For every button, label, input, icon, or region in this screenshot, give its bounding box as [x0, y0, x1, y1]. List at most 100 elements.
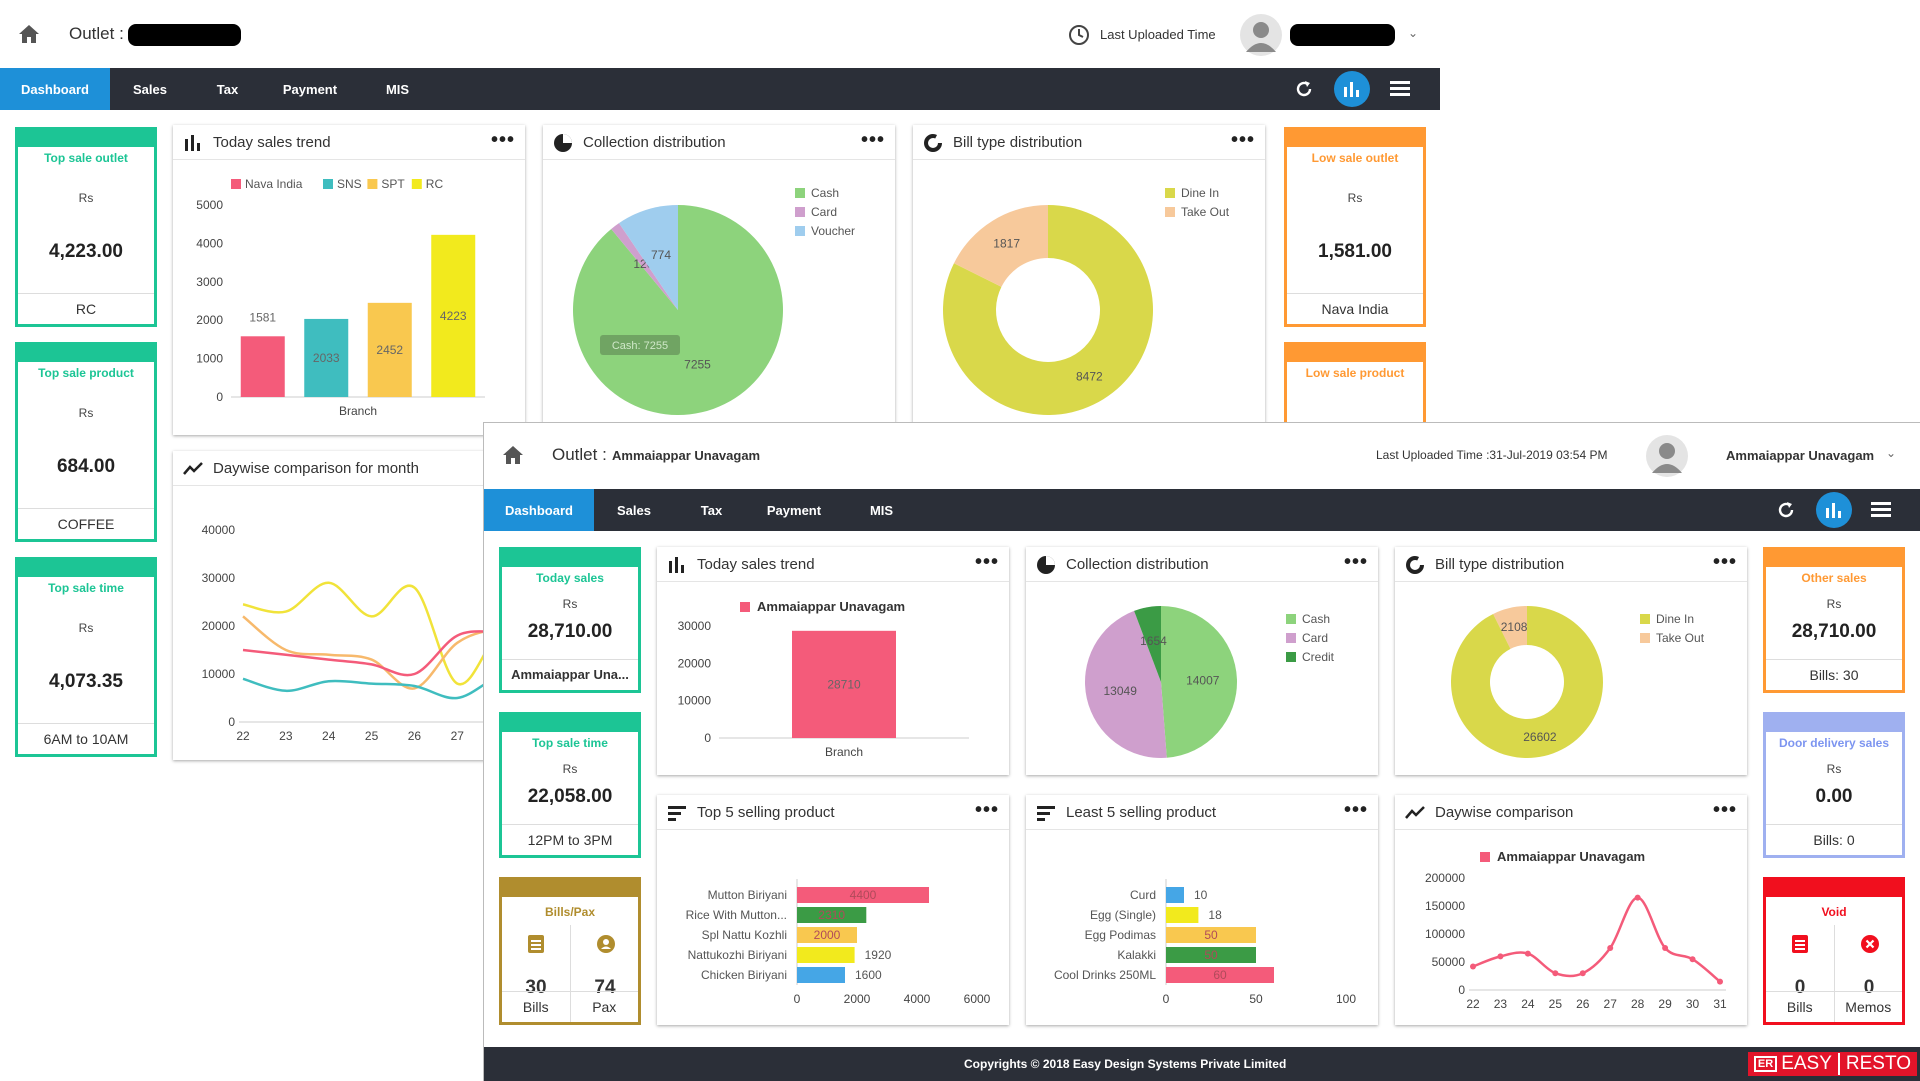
legend-label: Credit — [1302, 650, 1335, 664]
tab-dashboard[interactable]: Dashboard — [484, 489, 594, 531]
tab-tax[interactable]: Tax — [216, 81, 239, 97]
refresh-icon[interactable] — [1776, 500, 1796, 520]
y-tick-label: 100000 — [1425, 927, 1465, 941]
redacted-user-name — [1290, 24, 1395, 46]
tab-sales[interactable]: Sales — [133, 81, 167, 97]
avatar[interactable] — [1240, 14, 1282, 56]
legend-label: Cash — [1302, 612, 1330, 626]
void-memos-count: 0 — [1863, 977, 1875, 998]
x-tick-label: 100 — [1336, 992, 1356, 1006]
last-uploaded-label: Last Uploaded Time :31-Jul-2019 03:54 PM — [1376, 448, 1608, 462]
list-view-icon[interactable] — [1871, 502, 1891, 518]
pie-slice — [1451, 606, 1603, 758]
x-tick-label: 6000 — [964, 992, 991, 1006]
legend-swatch — [1480, 852, 1490, 862]
tab-mis[interactable]: MIS — [869, 502, 894, 518]
legend-swatch — [231, 179, 241, 189]
data-point — [1634, 894, 1641, 901]
tooltip-box — [600, 335, 680, 355]
more-icon[interactable]: ••• — [490, 129, 515, 151]
card-value: 28,710.00 — [1791, 621, 1877, 642]
more-icon[interactable]: ••• — [1712, 799, 1737, 821]
outlet-label: Outlet : — [552, 445, 607, 464]
door-delivery-card: Door delivery sales Rs 0.00 Bills: 0 — [1763, 712, 1905, 858]
chart-view-icon[interactable] — [1816, 492, 1852, 528]
bar — [304, 318, 349, 397]
more-icon[interactable]: ••• — [1343, 799, 1368, 821]
legend-swatch — [795, 226, 805, 236]
chevron-down-icon[interactable]: ⌄ — [1408, 26, 1419, 40]
legend-label: SNS — [337, 177, 362, 191]
legend-label: SPT — [381, 177, 405, 191]
y-tick-label: 40000 — [202, 523, 236, 537]
legend-label: Dine In — [1656, 612, 1694, 626]
panel-title: Daywise comparison for month — [213, 460, 419, 477]
bar — [1166, 947, 1256, 963]
logo-text-resto: RESTO — [1845, 1053, 1911, 1074]
tab-payment[interactable]: Payment — [282, 81, 338, 97]
chevron-down-icon[interactable]: ⌄ — [1886, 446, 1897, 460]
card-value: 28,710.00 — [527, 621, 613, 642]
more-icon[interactable]: ••• — [1343, 551, 1368, 573]
tab-mis[interactable]: MIS — [385, 81, 410, 97]
bills-pax-card: Bills/Pax 30 74 Bills Pax — [499, 877, 641, 1025]
user-name[interactable]: Ammaiappar Unavagam — [1726, 448, 1875, 463]
data-label: 1581 — [249, 310, 276, 324]
card-label: Top sale time — [48, 581, 124, 595]
card-sub: 6AM to 10AM — [18, 723, 154, 754]
data-point — [1607, 945, 1614, 951]
card-sub: RC — [18, 293, 154, 324]
avatar[interactable] — [1646, 435, 1688, 477]
legend-swatch — [1286, 614, 1296, 624]
void-footer: Bills Memos — [1766, 991, 1902, 1022]
clock-icon — [1069, 25, 1089, 45]
data-label: 1920 — [865, 948, 892, 962]
data-label: 10 — [1194, 888, 1208, 902]
y-tick-label: 10000 — [678, 694, 712, 708]
bar — [797, 887, 929, 903]
data-label: 8472 — [1076, 370, 1103, 384]
bills-icon — [528, 935, 544, 953]
legend-swatch — [795, 207, 805, 217]
legend-label: Dine In — [1181, 186, 1219, 200]
tab-dashboard[interactable]: Dashboard — [0, 68, 110, 110]
legend-label: Card — [811, 205, 837, 219]
home-icon[interactable] — [502, 445, 524, 465]
more-icon[interactable]: ••• — [974, 799, 999, 821]
tab-tax[interactable]: Tax — [700, 502, 723, 518]
tab-payment[interactable]: Payment — [766, 502, 822, 518]
today-sales-card: Today sales Rs 28,710.00 Ammaiappar Una.… — [499, 547, 641, 693]
bar — [431, 234, 476, 397]
refresh-icon[interactable] — [1294, 79, 1314, 99]
list-view-icon[interactable] — [1390, 81, 1410, 97]
more-icon[interactable]: ••• — [1712, 551, 1737, 573]
bar — [1166, 967, 1274, 983]
data-label: 2108 — [1501, 620, 1528, 634]
legend-swatch — [795, 188, 805, 198]
bills-pax-footer: Bills Pax — [502, 991, 638, 1022]
legend-swatch — [1286, 633, 1296, 643]
tab-sales[interactable]: Sales — [617, 502, 651, 518]
other-sales-card: Other sales Rs 28,710.00 Bills: 30 — [1763, 547, 1905, 693]
front-daywise-chart: Ammaiappar Unavagam 0 50000 100000 150000 200… — [1425, 849, 1727, 1011]
category-label: Cool Drinks 250ML — [1054, 968, 1156, 982]
home-icon[interactable] — [18, 24, 40, 44]
x-axis-label: Branch — [825, 745, 863, 759]
x-axis-label: Branch — [339, 404, 377, 418]
data-point — [1579, 970, 1586, 977]
front-least5-panel: Least 5 selling product ••• 0 50 100 Curd 10 E… — [1026, 795, 1378, 1025]
category-label: Rice With Mutton... — [686, 908, 787, 922]
more-icon[interactable]: ••• — [1230, 129, 1255, 151]
front-top5-panel: Top 5 selling product ••• 0 2000 4000 6000 Mu… — [657, 795, 1009, 1025]
chart-view-icon[interactable] — [1334, 71, 1370, 107]
legend-label: Voucher — [811, 224, 855, 238]
bar — [797, 967, 845, 983]
more-icon[interactable]: ••• — [974, 551, 999, 573]
legend-swatch — [1286, 652, 1296, 662]
currency-label: Rs — [78, 191, 94, 205]
bills-label: Bills — [522, 999, 549, 1015]
donut-chart-icon — [924, 134, 942, 152]
more-icon[interactable]: ••• — [860, 129, 885, 151]
data-point — [1552, 970, 1559, 977]
category-label: Nattukozhi Biriyani — [688, 948, 787, 962]
